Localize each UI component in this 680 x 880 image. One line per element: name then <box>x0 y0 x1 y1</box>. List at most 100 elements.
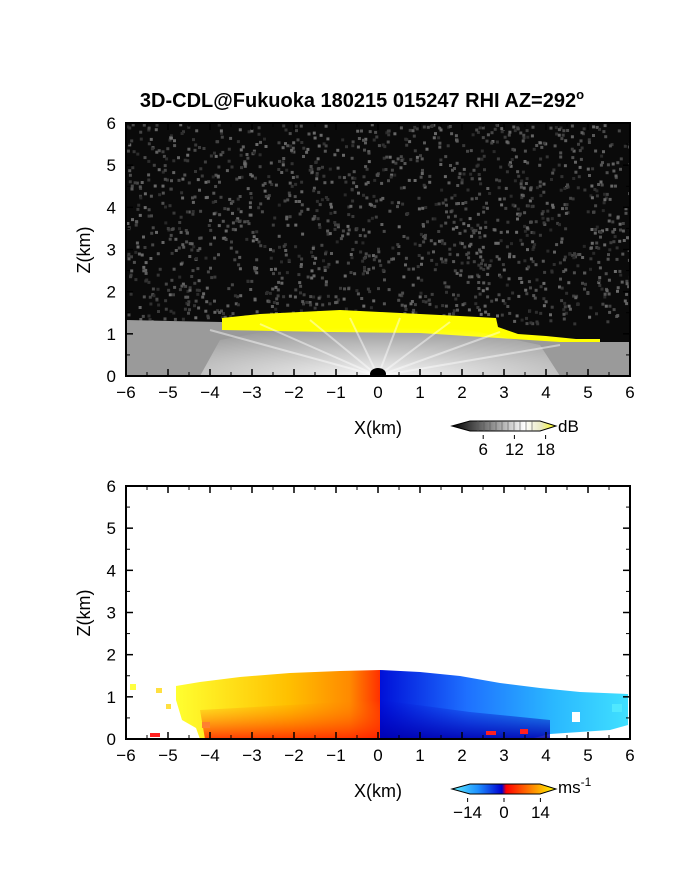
colorbar-tick-label: −14 <box>453 803 482 822</box>
noise-speck <box>508 161 512 165</box>
noise-speck <box>487 313 491 316</box>
noise-speck <box>355 227 359 231</box>
noise-speck <box>312 274 316 278</box>
noise-speck <box>247 130 251 134</box>
noise-speck <box>322 174 326 178</box>
noise-speck <box>541 210 545 214</box>
noise-speck <box>495 123 499 127</box>
noise-speck <box>326 229 330 233</box>
noise-speck <box>495 178 499 182</box>
noise-speck <box>274 183 278 187</box>
noise-speck <box>444 285 448 289</box>
noise-speck <box>627 258 630 262</box>
noise-speck <box>212 212 216 216</box>
noise-speck <box>253 266 257 270</box>
noise-speck <box>245 153 249 156</box>
noise-speck <box>165 178 169 182</box>
noise-speck <box>600 154 604 158</box>
noise-speck <box>219 129 223 133</box>
toward-velocity-low-layer <box>380 700 550 739</box>
noise-speck <box>313 306 317 310</box>
noise-speck <box>616 289 619 293</box>
noise-speck <box>464 201 468 204</box>
noise-speck <box>294 124 298 128</box>
noise-speck <box>330 252 333 255</box>
noise-speck <box>519 185 523 189</box>
noise-speck <box>236 295 240 299</box>
noise-speck <box>144 271 148 275</box>
noise-speck <box>520 242 524 246</box>
noise-speck <box>273 216 277 220</box>
noise-speck <box>447 285 451 289</box>
noise-speck <box>477 173 481 176</box>
noise-speck <box>188 288 192 292</box>
noise-speck <box>399 155 403 159</box>
noise-speck <box>533 296 537 300</box>
noise-speck <box>461 202 465 205</box>
noise-speck <box>134 278 138 282</box>
noise-speck <box>515 230 519 234</box>
noise-speck <box>454 297 458 301</box>
noise-speck <box>536 322 540 326</box>
noise-speck <box>373 178 377 182</box>
noise-speck <box>133 181 137 185</box>
noise-speck <box>497 257 501 261</box>
noise-speck <box>577 142 580 146</box>
noise-speck <box>293 195 297 199</box>
noise-speck <box>191 210 195 213</box>
noise-speck <box>197 306 201 310</box>
noise-speck <box>162 154 166 158</box>
noise-speck <box>471 133 475 137</box>
noise-speck <box>439 158 443 162</box>
noise-speck <box>521 194 525 198</box>
noise-speck <box>475 128 479 132</box>
noise-speck <box>470 226 474 230</box>
backscatter-colorbar: dB 6 12 18 <box>450 417 579 459</box>
noise-speck <box>608 197 612 201</box>
noise-speck <box>387 179 390 183</box>
noise-speck <box>544 300 548 304</box>
noise-speck <box>496 218 500 222</box>
noise-speck <box>280 260 283 264</box>
noise-speck <box>488 192 492 195</box>
noise-speck <box>538 163 542 167</box>
noise-speck <box>611 162 615 166</box>
y-tick-label: 2 <box>107 646 116 665</box>
noise-speck <box>478 235 482 239</box>
noise-speck <box>524 288 528 292</box>
noise-speck <box>612 169 616 173</box>
noise-speck <box>126 125 130 129</box>
noise-speck <box>500 313 504 317</box>
noise-speck <box>566 129 570 132</box>
noise-speck <box>519 182 523 186</box>
noise-speck <box>542 182 546 186</box>
noise-speck <box>560 137 564 141</box>
noise-speck <box>306 147 310 151</box>
noise-speck <box>163 168 167 172</box>
noise-speck <box>259 244 263 248</box>
noise-speck <box>196 267 200 271</box>
noise-speck <box>365 196 369 200</box>
noise-speck <box>330 180 334 184</box>
noise-speck <box>467 275 471 279</box>
noise-speck <box>132 150 136 154</box>
noise-speck <box>341 234 345 238</box>
noise-speck <box>444 221 448 225</box>
noise-speck <box>128 126 132 130</box>
noise-speck <box>350 156 354 160</box>
noise-speck <box>204 256 208 260</box>
noise-speck <box>181 282 185 286</box>
noise-speck <box>615 246 619 250</box>
noise-speck <box>413 125 417 129</box>
noise-speck <box>534 263 538 267</box>
noise-speck <box>356 129 360 133</box>
noise-speck <box>557 128 561 132</box>
noise-speck <box>180 191 184 195</box>
noise-speck <box>439 163 443 166</box>
noise-speck <box>486 272 490 276</box>
noise-speck <box>367 254 371 258</box>
noise-speck <box>130 269 134 273</box>
noise-speck <box>387 288 391 292</box>
noise-speck <box>137 203 141 207</box>
